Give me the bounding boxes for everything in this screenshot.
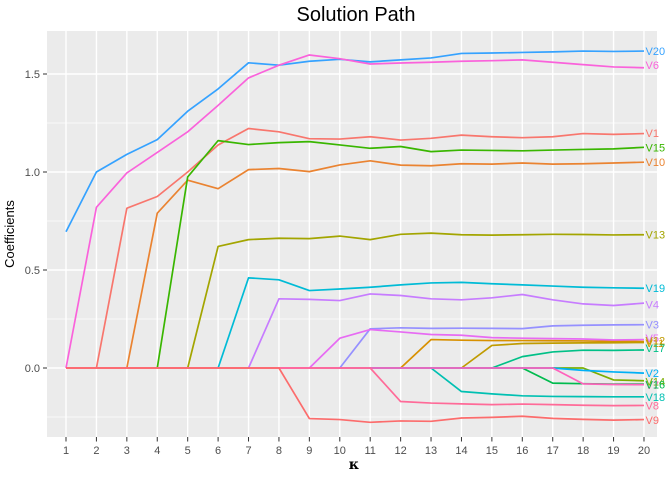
series-label-V18: V18 xyxy=(646,392,666,404)
series-label-V7: V7 xyxy=(646,380,659,392)
series-label-V12: V12 xyxy=(646,336,666,348)
y-axis-tick-label: 0.5 xyxy=(25,265,40,277)
series-label-V5: V5 xyxy=(646,333,659,345)
x-axis-tick-label: 15 xyxy=(486,445,498,457)
x-axis-tick-label: 8 xyxy=(276,445,282,457)
x-axis-tick-label: 7 xyxy=(245,445,251,457)
x-axis-tick-label: 19 xyxy=(607,445,619,457)
series-label-V10: V10 xyxy=(646,157,666,169)
series-label-V20: V20 xyxy=(646,46,666,58)
series-label-V9: V9 xyxy=(646,415,659,427)
series-line-V15 xyxy=(66,139,645,369)
series-label-V14: V14 xyxy=(646,376,666,388)
x-axis-tick-label: 9 xyxy=(306,445,312,457)
x-axis-title: κ xyxy=(349,457,360,473)
x-axis-tick-label: 1 xyxy=(63,445,69,457)
x-axis-tick-label: 5 xyxy=(185,445,191,457)
series-label-V11: V11 xyxy=(646,338,665,350)
chart-title: Solution Path xyxy=(297,4,416,26)
y-axis-title: Coefficients xyxy=(2,200,17,268)
y-axis-tick-label: 0.0 xyxy=(25,363,40,375)
series-line-V6 xyxy=(65,54,645,369)
x-axis-tick-label: 12 xyxy=(394,445,406,457)
x-axis-tick-label: 10 xyxy=(334,445,346,457)
x-axis-tick-label: 6 xyxy=(215,445,221,457)
series-labels-layer: V20V6V1V15V10V13V19V4V3V5V11V12V17V2V14V… xyxy=(646,46,666,427)
axis-ticks-layer: 0.00.51.01.51 2 3 4 5 6 7 8 9 10 11 12 13 14 15 16 17 18 1… xyxy=(25,69,650,457)
y-axis-tick-label: 1.0 xyxy=(25,167,40,179)
series-label-V4: V4 xyxy=(646,299,659,311)
series-label-V6: V6 xyxy=(646,60,659,72)
series-lines-layer xyxy=(65,50,645,424)
x-axis-tick-label: 4 xyxy=(154,445,160,457)
y-axis-tick-label: 1.5 xyxy=(25,69,40,81)
x-axis-tick-label: 3 xyxy=(124,445,130,457)
series-label-V17: V17 xyxy=(646,343,666,355)
series-label-V19: V19 xyxy=(646,283,666,295)
series-label-V3: V3 xyxy=(646,320,659,332)
series-line-V10 xyxy=(66,159,645,369)
x-axis-tick-label: 16 xyxy=(516,445,528,457)
series-label-V8: V8 xyxy=(646,401,659,413)
x-axis-tick-label: 11 xyxy=(364,445,375,457)
x-axis-tick-label: 20 xyxy=(638,445,650,457)
series-label-V15: V15 xyxy=(646,142,666,154)
series-line-V9 xyxy=(66,367,644,424)
x-axis-tick-label: 18 xyxy=(577,445,589,457)
series-line-V1 xyxy=(66,127,645,369)
series-label-V2: V2 xyxy=(646,368,659,380)
series-label-V13: V13 xyxy=(646,230,666,242)
series-label-V16: V16 xyxy=(646,379,666,391)
x-axis-tick-label: 13 xyxy=(425,445,437,457)
series-label-V1: V1 xyxy=(646,128,659,140)
x-axis-tick-label: 17 xyxy=(547,445,559,457)
x-axis-tick-label: 14 xyxy=(455,445,467,457)
x-axis-tick-label: 2 xyxy=(93,445,99,457)
